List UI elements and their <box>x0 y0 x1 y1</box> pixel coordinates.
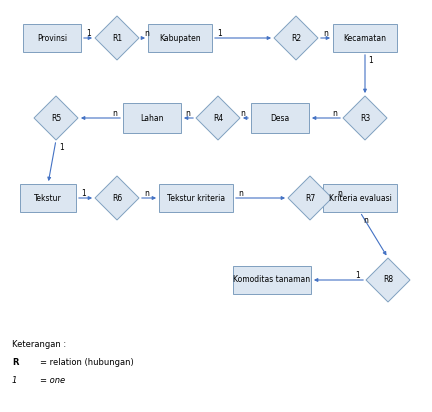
Text: R3: R3 <box>360 113 370 122</box>
Text: R: R <box>12 358 19 367</box>
Text: n: n <box>333 108 337 117</box>
Text: R7: R7 <box>305 194 315 203</box>
Polygon shape <box>34 96 78 140</box>
Text: Provinsi: Provinsi <box>37 33 67 42</box>
Text: n: n <box>364 215 368 225</box>
Text: R6: R6 <box>112 194 122 203</box>
Text: 1: 1 <box>218 28 222 37</box>
Text: R1: R1 <box>112 33 122 42</box>
Text: 1: 1 <box>12 376 17 385</box>
FancyBboxPatch shape <box>123 103 181 133</box>
Text: Lahan: Lahan <box>140 113 164 122</box>
FancyBboxPatch shape <box>159 184 233 212</box>
Text: n: n <box>145 189 149 197</box>
Text: n: n <box>186 108 191 117</box>
Polygon shape <box>196 96 240 140</box>
Text: 1: 1 <box>87 28 92 37</box>
Text: n: n <box>324 28 328 37</box>
FancyBboxPatch shape <box>323 184 397 212</box>
Text: 1: 1 <box>82 189 86 197</box>
Polygon shape <box>343 96 387 140</box>
Polygon shape <box>366 258 410 302</box>
Text: Kabupaten: Kabupaten <box>159 33 201 42</box>
Text: 1: 1 <box>356 271 360 279</box>
Text: = one: = one <box>40 376 65 385</box>
FancyBboxPatch shape <box>251 103 309 133</box>
Text: Kecamatan: Kecamatan <box>343 33 387 42</box>
Text: Tekstur kriteria: Tekstur kriteria <box>167 194 225 203</box>
Text: Tekstur: Tekstur <box>34 194 62 203</box>
Text: R4: R4 <box>213 113 223 122</box>
Polygon shape <box>95 176 139 220</box>
Text: R8: R8 <box>383 276 393 285</box>
Text: n: n <box>241 108 245 117</box>
FancyBboxPatch shape <box>233 266 311 294</box>
Polygon shape <box>95 16 139 60</box>
Text: Keterangan :: Keterangan : <box>12 340 66 349</box>
Polygon shape <box>274 16 318 60</box>
Text: n: n <box>113 108 118 117</box>
Text: n: n <box>238 189 244 197</box>
FancyBboxPatch shape <box>20 184 76 212</box>
Text: 1: 1 <box>60 143 64 152</box>
Text: Desa: Desa <box>270 113 289 122</box>
Text: R5: R5 <box>51 113 61 122</box>
Text: = relation (hubungan): = relation (hubungan) <box>40 358 134 367</box>
FancyBboxPatch shape <box>23 24 81 52</box>
Text: Kriteria evaluasi: Kriteria evaluasi <box>329 194 391 203</box>
Text: Komoditas tanaman: Komoditas tanaman <box>233 276 311 285</box>
Text: 1: 1 <box>368 56 373 65</box>
Text: n: n <box>337 189 343 197</box>
FancyBboxPatch shape <box>333 24 397 52</box>
Text: R2: R2 <box>291 33 301 42</box>
Text: n: n <box>145 28 149 37</box>
FancyBboxPatch shape <box>148 24 212 52</box>
Polygon shape <box>288 176 332 220</box>
